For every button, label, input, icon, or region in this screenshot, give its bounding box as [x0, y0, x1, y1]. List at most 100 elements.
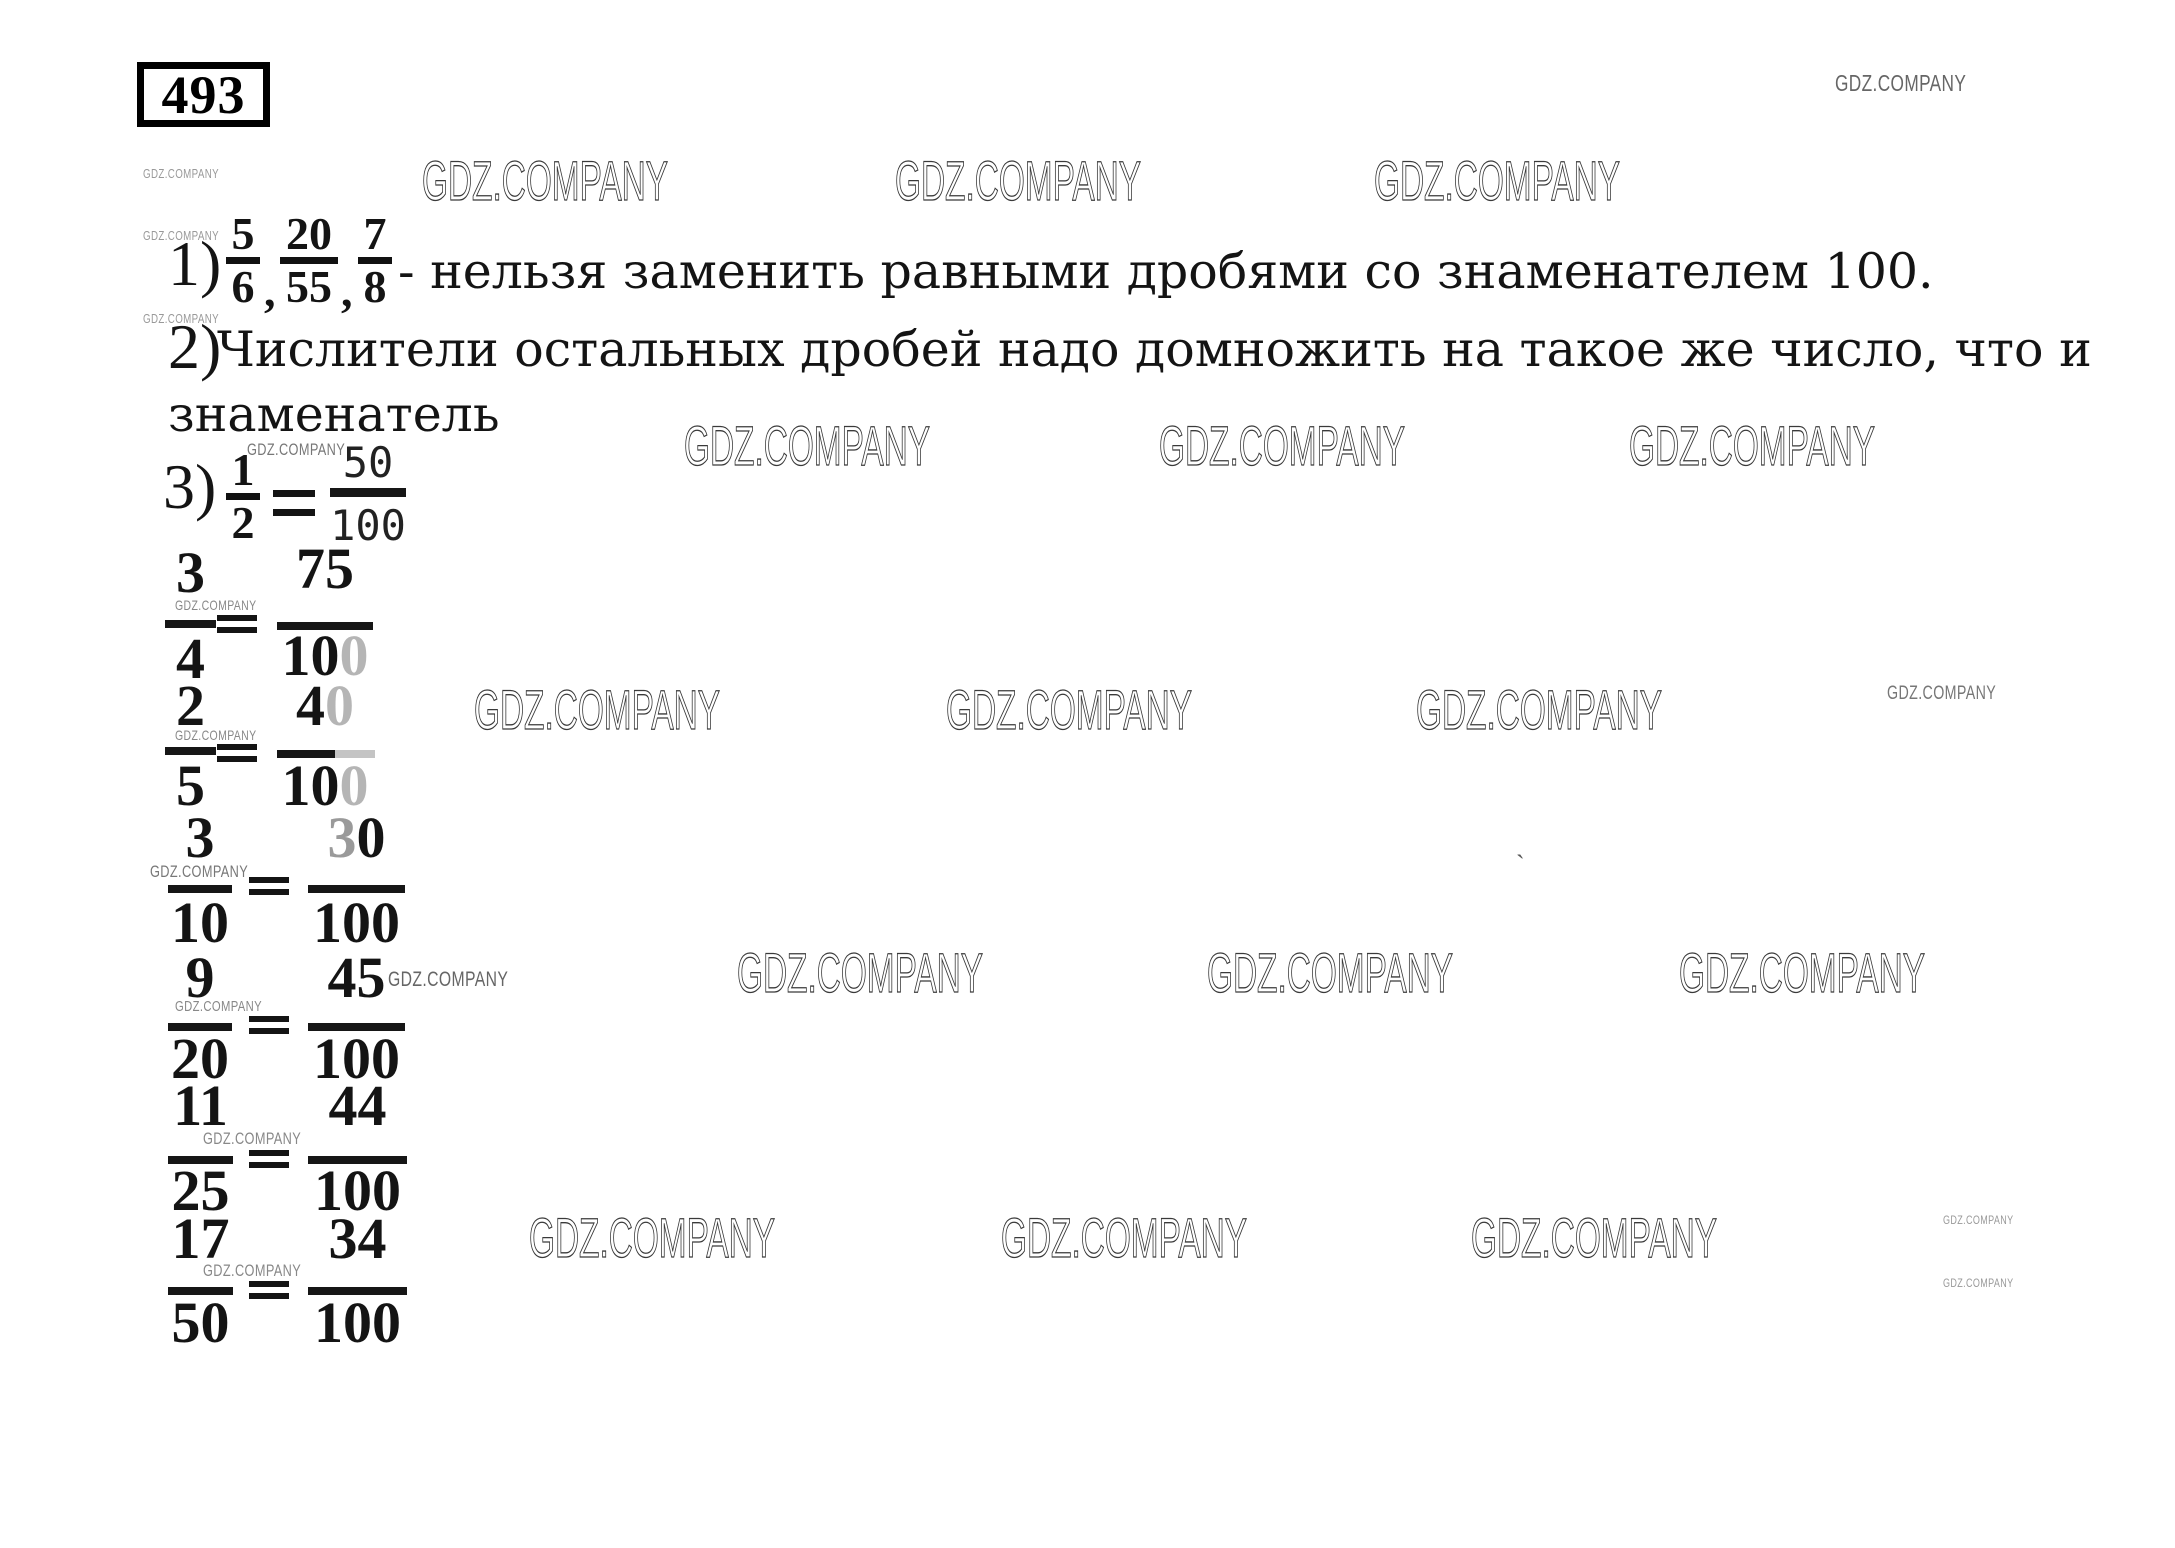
watermark-large: GDZ.COMPANY — [893, 156, 1153, 208]
digits-black: 0 — [356, 805, 386, 870]
digits-gray: 0 — [325, 673, 354, 738]
fraction-bar — [330, 488, 406, 497]
watermark-small: GDZ.COMPANY — [1835, 70, 1967, 96]
watermark-small: GDZ.COMPANY — [143, 311, 219, 326]
digits-gray: 0 — [339, 623, 369, 688]
watermark-large: GDZ.COMPANY — [1627, 421, 1887, 473]
fraction-bar — [168, 1156, 233, 1164]
watermark-large: GDZ.COMPANY — [527, 1213, 787, 1265]
left-denominator: 5 — [176, 753, 205, 818]
left-denominator: 4 — [176, 626, 205, 691]
watermark-text: GDZ.COMPANY — [422, 156, 668, 208]
fraction-numerator: 5 — [231, 208, 255, 259]
left-numerator: 3 — [176, 540, 205, 605]
watermark-text: GDZ.COMPANY — [529, 1213, 775, 1265]
digits-black: 100 — [313, 890, 400, 955]
fraction-bar — [168, 1287, 233, 1295]
digits-black: 10 — [281, 753, 340, 818]
watermark-large: GDZ.COMPANY — [682, 421, 942, 473]
equals-sign — [249, 1016, 289, 1034]
watermark-large: GDZ.COMPANY — [420, 156, 680, 208]
fraction-bar — [277, 622, 373, 630]
left-denominator: 50 — [171, 1290, 230, 1355]
digits-black: 75 — [296, 536, 354, 601]
watermark-small: GDZ.COMPANY — [175, 998, 263, 1015]
equals-sign — [217, 744, 257, 762]
separator-comma: , — [341, 265, 353, 316]
watermark-small: GDZ.COMPANY — [1943, 1213, 2014, 1227]
digits-black: 10 — [281, 623, 340, 688]
watermark-small: GDZ.COMPANY — [150, 862, 249, 881]
watermark-small: GDZ.COMPANY — [143, 228, 219, 243]
watermark-large: GDZ.COMPANY — [1205, 948, 1465, 1000]
item-3-label: 3) — [163, 451, 217, 522]
fraction-bar-faded — [335, 750, 375, 758]
digits-black: 45 — [327, 945, 386, 1010]
fraction-numerator: 20 — [286, 208, 332, 259]
left-numerator: 2 — [176, 673, 205, 738]
watermark-small: GDZ.COMPANY — [1887, 683, 1997, 704]
stray-scan-mark: ˋ — [1516, 850, 1525, 879]
fraction-denominator: 6 — [231, 261, 255, 312]
equals-sign — [249, 877, 289, 895]
watermark-text: GDZ.COMPANY — [737, 948, 983, 1000]
watermark-small: GDZ.COMPANY — [175, 727, 257, 743]
right-denominator: 100 — [277, 627, 373, 685]
watermark-text: GDZ.COMPANY — [684, 421, 930, 473]
watermark-small: GDZ.COMPANY — [1943, 1276, 2014, 1290]
digits-black: 4 — [296, 673, 325, 738]
fraction-5-6: 5 6 — [226, 208, 260, 312]
watermark-large: GDZ.COMPANY — [472, 685, 732, 737]
watermark-small: GDZ.COMPANY — [247, 440, 346, 459]
item-2-label: 2) — [168, 311, 222, 382]
fraction-bar — [308, 1156, 407, 1164]
digits-black: 100 — [314, 1158, 401, 1223]
watermark-text: GDZ.COMPANY — [1679, 948, 1925, 1000]
fraction-7-8: 7 8 — [358, 208, 392, 312]
watermark-large: GDZ.COMPANY — [1677, 948, 1937, 1000]
watermark-text: GDZ.COMPANY — [1374, 156, 1620, 208]
watermark-large: GDZ.COMPANY — [1414, 685, 1674, 737]
fraction-bar — [277, 750, 335, 758]
fraction-bar — [165, 747, 216, 755]
problem-number-box: 493 — [137, 62, 270, 127]
problem-number: 493 — [161, 64, 246, 125]
right-numerator: 30 — [308, 809, 405, 867]
watermark-large: GDZ.COMPANY — [999, 1213, 1259, 1265]
watermark-large: GDZ.COMPANY — [735, 948, 995, 1000]
right-denominator: 100 — [308, 1294, 407, 1352]
watermark-large: GDZ.COMPANY — [1372, 156, 1632, 208]
digits-gray: 0 — [339, 753, 369, 818]
watermark-text: GDZ.COMPANY — [946, 685, 1192, 737]
fraction-bar — [308, 1287, 407, 1295]
left-denominator: 20 — [171, 1026, 229, 1091]
left-numerator: 11 — [173, 1073, 228, 1138]
equals-sign — [249, 1281, 289, 1299]
watermark-large: GDZ.COMPANY — [1157, 421, 1417, 473]
right-denominator: 100 — [277, 757, 373, 815]
fraction-bar — [168, 1023, 232, 1031]
fraction-denominator: 8 — [363, 261, 387, 312]
digits-black: 34 — [328, 1206, 387, 1271]
watermark-large: GDZ.COMPANY — [1469, 1213, 1729, 1265]
left-numerator: 9 — [185, 945, 215, 1010]
line-1-text: - нельзя заменить равными дробями со зна… — [398, 243, 1934, 300]
fraction-bar — [226, 257, 260, 264]
watermark-large: GDZ.COMPANY — [944, 685, 1204, 737]
fraction-bar — [280, 257, 338, 264]
separator-comma: , — [264, 265, 276, 316]
watermark-small: GDZ.COMPANY — [203, 1261, 302, 1280]
item-1-label: 1) — [168, 228, 222, 299]
watermark-small: GDZ.COMPANY — [143, 166, 219, 181]
fraction-numerator: 7 — [363, 208, 387, 259]
watermark-text: GDZ.COMPANY — [1629, 421, 1875, 473]
watermark-text: GDZ.COMPANY — [474, 685, 720, 737]
watermark-text: GDZ.COMPANY — [895, 156, 1141, 208]
right-numerator: 75 — [277, 540, 373, 598]
digits-gray: 3 — [327, 805, 357, 870]
watermark-small: GDZ.COMPANY — [175, 597, 257, 613]
line-2-continuation: знаменатель — [168, 386, 500, 443]
fraction-denominator: 2 — [231, 497, 255, 548]
watermark-text: GDZ.COMPANY — [1471, 1213, 1717, 1265]
